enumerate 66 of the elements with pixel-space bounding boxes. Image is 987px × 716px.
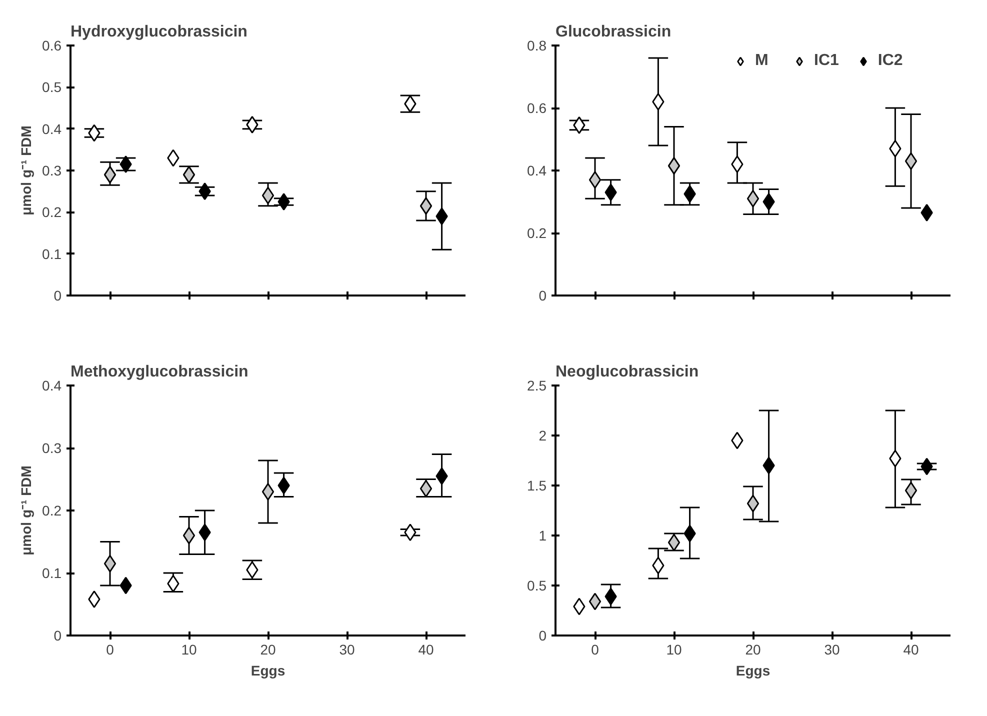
y-tick-label: 0 (538, 628, 547, 644)
y-tick-label: 0.3 (42, 440, 62, 456)
point (182, 526, 196, 544)
point (762, 193, 775, 210)
y-tick-label: 0 (54, 628, 62, 644)
point (731, 156, 744, 173)
x-tick-label: 10 (666, 642, 682, 658)
point (182, 166, 196, 184)
x-tick-label: 10 (181, 642, 197, 658)
point (746, 190, 760, 208)
x-axis-title: Eggs (736, 662, 770, 678)
chart-title: Methoxyglucobrassicin (70, 364, 248, 380)
y-tick-label: 1.5 (527, 478, 547, 494)
point (904, 482, 918, 500)
point (668, 157, 680, 175)
point (588, 592, 602, 610)
chart-title: Glucobrassicin (556, 24, 672, 40)
y-tick-label: 0.5 (527, 578, 547, 594)
y-tick-label: 0.5 (42, 79, 62, 96)
y-tick-label: 0.8 (527, 38, 547, 54)
y-tick-label: 2.5 (527, 378, 547, 394)
point (588, 171, 602, 189)
x-tick-label: 0 (591, 642, 600, 658)
y-tick-label: 0.4 (527, 162, 547, 178)
x-tick-label: 30 (824, 642, 840, 658)
point (668, 534, 680, 552)
chart-title: Neoglucobrassicin (556, 364, 699, 380)
y-tick-label: 0.1 (42, 246, 62, 262)
x-tick-label: 30 (339, 642, 355, 658)
y-tick-label: 0.2 (42, 502, 62, 518)
x-axis-title: Eggs (250, 662, 286, 678)
point (88, 590, 100, 608)
legend-label: IC1 (814, 52, 839, 70)
y-tick-label: 0.2 (527, 225, 547, 241)
y-tick-label: 0.1 (42, 565, 62, 581)
y-tick-label: 0.6 (42, 38, 62, 54)
y-tick-label: 0.4 (42, 378, 62, 394)
point (904, 152, 918, 170)
y-tick-label: 0.6 (527, 100, 547, 116)
y-tick-label: 2 (538, 428, 547, 444)
y-axis-title: μmol g⁻¹ FDM (18, 126, 34, 216)
legend-label: IC2 (878, 52, 903, 70)
point (104, 554, 116, 572)
y-tick-label: 1 (538, 528, 547, 544)
point (278, 193, 290, 210)
point (420, 197, 432, 215)
point (262, 483, 274, 500)
point (746, 494, 760, 512)
y-tick-label: 0.2 (42, 204, 62, 220)
chart-title: Hydroxyglucobrassicin (70, 24, 248, 40)
y-tick-label: 0.4 (42, 120, 62, 137)
y-tick-label: 0 (538, 288, 547, 304)
x-tick-label: 0 (106, 642, 114, 658)
point (104, 166, 116, 184)
legend-label: M (755, 52, 770, 70)
point (120, 156, 132, 173)
x-tick-label: 40 (418, 642, 434, 658)
x-tick-label: 40 (903, 642, 919, 658)
x-tick-label: 20 (745, 642, 761, 658)
x-tick-label: 20 (260, 642, 276, 658)
y-axis-title: μmol g⁻¹ FDM (18, 466, 34, 556)
y-tick-label: 0 (54, 288, 62, 304)
point (652, 93, 664, 110)
point (420, 480, 432, 498)
point (262, 186, 274, 204)
y-tick-label: 0.3 (42, 162, 62, 178)
